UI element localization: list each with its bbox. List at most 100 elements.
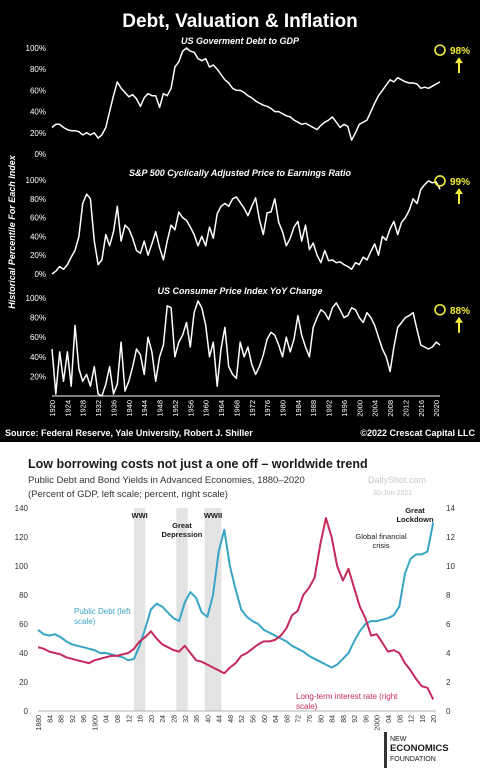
x-tick-label: 16 bbox=[420, 715, 427, 723]
x-tick-label: 12 bbox=[126, 715, 133, 723]
y-right-tick-label: 2 bbox=[446, 678, 451, 687]
x-tick-label: 84 bbox=[47, 715, 54, 723]
end-point-marker bbox=[434, 303, 446, 316]
x-tick-label: 1924 bbox=[63, 400, 72, 417]
logo-text: FOUNDATION bbox=[390, 756, 436, 763]
bottom-chart-panel: Low borrowing costs not just a one off –… bbox=[0, 442, 480, 775]
x-tick-label: 12 bbox=[409, 715, 416, 723]
y-tick-label: 100% bbox=[26, 44, 46, 53]
x-tick-label: 96 bbox=[363, 715, 370, 723]
x-tick-label: 1936 bbox=[109, 400, 118, 417]
end-point-marker bbox=[434, 175, 446, 187]
panel-title: US Goverment Debt to GDP bbox=[181, 36, 300, 46]
x-tick-label: 92 bbox=[70, 715, 77, 723]
end-value-label: 88% bbox=[450, 306, 470, 317]
x-tick-label: 2016 bbox=[417, 400, 426, 417]
up-arrow-head bbox=[455, 316, 463, 323]
end-point-marker bbox=[434, 44, 446, 56]
end-value-label: 98% bbox=[450, 46, 470, 57]
y-tick-label: 20% bbox=[30, 251, 46, 260]
x-tick-label: 36 bbox=[194, 715, 201, 723]
shaded-period bbox=[133, 508, 146, 711]
y-left-tick-label: 60 bbox=[19, 620, 28, 629]
panel-title: S&P 500 Cyclically Adjusted Price to Ear… bbox=[129, 168, 351, 178]
y-tick-label: 100% bbox=[26, 176, 46, 185]
y-tick-label: 80% bbox=[30, 314, 46, 323]
shaded-period bbox=[204, 508, 222, 711]
x-tick-label: 92 bbox=[352, 715, 359, 723]
annotation-gfc: Global financial bbox=[355, 532, 407, 541]
x-tick-label: 2020 bbox=[432, 400, 441, 417]
bottom-chart-title: Low borrowing costs not just a one off –… bbox=[28, 457, 368, 471]
x-tick-label: 2008 bbox=[386, 400, 395, 417]
up-arrow-head bbox=[455, 57, 463, 64]
y-tick-label: 60% bbox=[30, 86, 46, 95]
public-debt-label: Public Debt (left bbox=[74, 607, 131, 616]
y-right-tick-label: 4 bbox=[446, 649, 451, 658]
x-tick-label: 80 bbox=[318, 715, 325, 723]
y-tick-label: 80% bbox=[30, 195, 46, 204]
x-tick-label: 20 bbox=[431, 715, 438, 723]
x-tick-label: 76 bbox=[307, 715, 314, 723]
x-tick-label: 68 bbox=[284, 715, 291, 723]
y-left-tick-label: 20 bbox=[19, 678, 28, 687]
top-y-axis-label: Historical Percentile For Each Index bbox=[7, 154, 17, 309]
x-tick-label: 2000 bbox=[375, 715, 382, 731]
interest-rate-label: scale) bbox=[296, 702, 318, 711]
end-value-label: 99% bbox=[450, 177, 470, 188]
x-tick-label: 04 bbox=[104, 715, 111, 723]
x-tick-label: 1900 bbox=[92, 715, 99, 731]
logo-text: NEW bbox=[390, 736, 407, 743]
x-tick-label: 20 bbox=[149, 715, 156, 723]
y-tick-label: 0% bbox=[34, 150, 46, 159]
x-tick-label: 1988 bbox=[309, 400, 318, 417]
interest-rate-label: Long-term interest rate (right bbox=[296, 692, 398, 701]
x-tick-label: 56 bbox=[251, 715, 258, 723]
x-tick-label: 1880 bbox=[36, 715, 43, 731]
x-tick-label: 1948 bbox=[156, 400, 165, 417]
y-right-tick-label: 8 bbox=[446, 591, 451, 600]
x-tick-label: 1976 bbox=[263, 400, 272, 417]
logo-text: ECONOMICS bbox=[390, 743, 449, 754]
x-tick-label: 1964 bbox=[217, 400, 226, 417]
x-tick-label: 1996 bbox=[340, 400, 349, 417]
shaded-period-label: Depression bbox=[162, 530, 203, 539]
x-tick-label: 84 bbox=[330, 715, 337, 723]
y-tick-label: 20% bbox=[30, 129, 46, 138]
x-tick-label: 16 bbox=[138, 715, 145, 723]
series-line bbox=[51, 180, 441, 275]
y-tick-label: 40% bbox=[30, 108, 46, 117]
x-tick-label: 72 bbox=[296, 715, 303, 723]
panel-title: US Consumer Price Index YoY Change bbox=[158, 286, 323, 296]
y-right-tick-label: 12 bbox=[446, 533, 455, 542]
source-note: Source: Federal Reserve, Yale University… bbox=[5, 428, 253, 438]
y-tick-label: 40% bbox=[30, 353, 46, 362]
x-tick-label: 04 bbox=[386, 715, 393, 723]
x-tick-label: 32 bbox=[183, 715, 190, 723]
x-tick-label: 24 bbox=[160, 715, 167, 723]
y-right-tick-label: 6 bbox=[446, 620, 451, 629]
x-tick-label: 96 bbox=[81, 715, 88, 723]
y-tick-label: 60% bbox=[30, 214, 46, 223]
x-tick-label: 1944 bbox=[140, 400, 149, 417]
x-tick-label: 1972 bbox=[248, 400, 257, 417]
y-tick-label: 60% bbox=[30, 333, 46, 342]
x-tick-label: 60 bbox=[262, 715, 269, 723]
y-right-tick-label: 10 bbox=[446, 562, 455, 571]
y-tick-label: 100% bbox=[26, 294, 46, 303]
y-tick-label: 20% bbox=[30, 372, 46, 381]
y-tick-label: 80% bbox=[30, 65, 46, 74]
x-tick-label: 1932 bbox=[94, 400, 103, 417]
y-left-tick-label: 40 bbox=[19, 649, 28, 658]
x-tick-label: 08 bbox=[397, 715, 404, 723]
annotation-lockdown: Great bbox=[405, 506, 425, 515]
y-left-tick-label: 120 bbox=[15, 533, 29, 542]
x-tick-label: 1940 bbox=[125, 400, 134, 417]
bottom-chart-subtitle-2: (Percent of GDP, left scale; percent, ri… bbox=[28, 489, 228, 500]
x-tick-label: 2000 bbox=[355, 400, 364, 417]
x-tick-label: 2004 bbox=[371, 400, 380, 417]
x-tick-label: 1980 bbox=[278, 400, 287, 417]
x-tick-label: 1960 bbox=[202, 400, 211, 417]
bottom-chart-svg: Low borrowing costs not just a one off –… bbox=[15, 457, 455, 768]
x-tick-label: 1928 bbox=[79, 400, 88, 417]
